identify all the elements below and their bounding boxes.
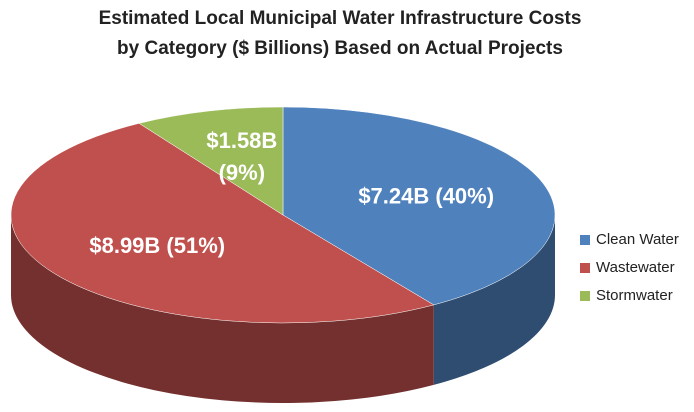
legend-swatch [580,291,590,301]
pie-slice [10,123,435,324]
chart-title: Estimated Local Municipal Water Infrastr… [98,8,582,59]
data-label: $8.99B (51%) [89,233,225,258]
legend-swatch [580,235,590,245]
legend-label: Wastewater [596,259,675,276]
legend-label: Clean Water [596,231,679,248]
legend-swatch [580,263,590,273]
data-label: $1.58B (9%) [206,128,277,185]
title-box: Estimated Local Municipal Water Infrastr… [98,8,582,59]
pie-slice [138,106,284,216]
pie-side [11,215,434,403]
legend-label: Stormwater [596,287,673,304]
pie-side [433,215,555,385]
data-label: $7.24B (40%) [358,184,494,209]
